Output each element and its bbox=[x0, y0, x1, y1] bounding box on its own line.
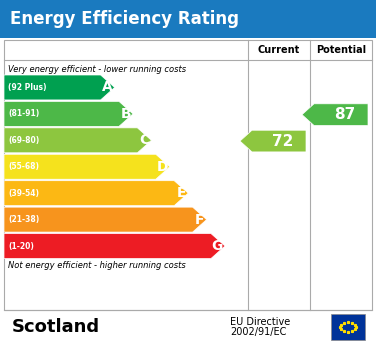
Bar bbox=[0, 0, 376, 38]
Bar bbox=[4, 40, 372, 310]
Text: E: E bbox=[177, 186, 186, 200]
Polygon shape bbox=[4, 101, 133, 126]
Text: B: B bbox=[120, 107, 131, 121]
Polygon shape bbox=[4, 207, 206, 232]
Polygon shape bbox=[4, 234, 225, 259]
Text: (55-68): (55-68) bbox=[8, 162, 39, 171]
Text: 2002/91/EC: 2002/91/EC bbox=[230, 327, 287, 337]
Text: Energy Efficiency Rating: Energy Efficiency Rating bbox=[10, 10, 239, 28]
Text: (81-91): (81-91) bbox=[8, 109, 39, 118]
Text: Potential: Potential bbox=[316, 45, 366, 55]
Polygon shape bbox=[4, 128, 152, 153]
Text: (69-80): (69-80) bbox=[8, 136, 39, 145]
Text: (1-20): (1-20) bbox=[8, 242, 34, 251]
Polygon shape bbox=[4, 181, 188, 206]
Text: (92 Plus): (92 Plus) bbox=[8, 83, 47, 92]
Text: Scotland: Scotland bbox=[12, 318, 100, 336]
Text: EU Directive: EU Directive bbox=[230, 317, 290, 327]
Text: (21-38): (21-38) bbox=[8, 215, 39, 224]
Polygon shape bbox=[302, 104, 368, 126]
Text: Very energy efficient - lower running costs: Very energy efficient - lower running co… bbox=[8, 65, 186, 74]
Text: Current: Current bbox=[258, 45, 300, 55]
Text: 72: 72 bbox=[272, 134, 294, 149]
Text: Not energy efficient - higher running costs: Not energy efficient - higher running co… bbox=[8, 261, 186, 270]
Text: G: G bbox=[212, 239, 223, 253]
Polygon shape bbox=[240, 130, 306, 152]
Text: C: C bbox=[139, 133, 149, 147]
Text: A: A bbox=[102, 80, 112, 94]
Text: 87: 87 bbox=[334, 107, 356, 122]
Bar bbox=[331, 314, 365, 340]
Polygon shape bbox=[4, 154, 170, 179]
Text: (39-54): (39-54) bbox=[8, 189, 39, 198]
Text: D: D bbox=[156, 160, 168, 174]
Text: F: F bbox=[195, 213, 205, 227]
Polygon shape bbox=[4, 75, 115, 100]
